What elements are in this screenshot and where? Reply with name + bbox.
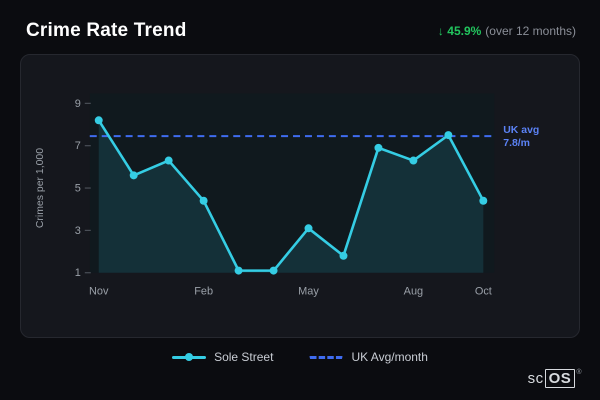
- data-point[interactable]: [234, 266, 243, 275]
- x-tick-label: Feb: [194, 286, 213, 298]
- logo-prefix: sc: [527, 370, 544, 387]
- dashed-line-swatch-icon: [309, 351, 344, 363]
- chart-legend: Sole Street UK Avg/month: [0, 350, 600, 364]
- data-point[interactable]: [199, 196, 208, 205]
- trend-delta: ↓ 45.9%: [438, 24, 481, 38]
- data-point[interactable]: [269, 266, 278, 275]
- y-tick-label: 3: [75, 225, 81, 237]
- uk-avg-annotation: 7.8/m: [503, 138, 530, 149]
- solid-line-swatch-icon: [172, 351, 207, 363]
- y-tick-label: 9: [75, 98, 81, 110]
- y-axis-title: Crimes per 1,000: [35, 148, 46, 228]
- legend-label: UK Avg/month: [351, 350, 428, 364]
- x-tick-label: Nov: [89, 286, 109, 298]
- data-point[interactable]: [479, 196, 488, 205]
- data-point[interactable]: [409, 156, 418, 165]
- trend-caption: (over 12 months): [485, 24, 576, 38]
- page-header: Crime Rate Trend ↓ 45.9% (over 12 months): [0, 0, 600, 54]
- legend-label: Sole Street: [214, 350, 274, 364]
- data-point[interactable]: [304, 224, 313, 233]
- data-point[interactable]: [129, 171, 138, 180]
- y-tick-label: 7: [75, 140, 81, 152]
- sole-street-line: [97, 118, 485, 272]
- data-point[interactable]: [374, 143, 383, 152]
- y-tick-label: 5: [75, 183, 81, 195]
- registered-mark: ®: [576, 369, 582, 376]
- chart-panel: 1 3 5 7 9 Crimes per 1,000 Nov Feb May Aug Oct UK a…: [20, 54, 580, 338]
- data-point[interactable]: [94, 116, 103, 125]
- logo-boxed: OS: [544, 369, 576, 388]
- legend-item-sole-street: Sole Street: [172, 350, 273, 364]
- plot-area: [89, 93, 495, 273]
- data-point[interactable]: [444, 131, 453, 140]
- x-tick-label: Aug: [404, 286, 423, 298]
- crime-chart-svg: 1 3 5 7 9 Crimes per 1,000 Nov Feb May Aug Oct UK a…: [35, 93, 539, 298]
- x-tick-label: May: [298, 286, 319, 298]
- data-point[interactable]: [164, 156, 173, 165]
- area-fill: [98, 120, 484, 273]
- page-title: Crime Rate Trend: [26, 20, 187, 41]
- down-arrow-icon: ↓: [437, 24, 444, 38]
- y-tick-label: 1: [75, 267, 81, 279]
- legend-item-uk-avg: UK Avg/month: [309, 350, 428, 364]
- x-tick-label: Oct: [475, 286, 492, 298]
- trend-stat: ↓ 45.9% (over 12 months): [438, 20, 576, 38]
- trend-value: 45.9%: [447, 24, 482, 38]
- scos-logo: sc OS ®: [528, 369, 582, 388]
- uk-avg-annotation: UK avg: [503, 125, 539, 136]
- data-point[interactable]: [339, 251, 348, 260]
